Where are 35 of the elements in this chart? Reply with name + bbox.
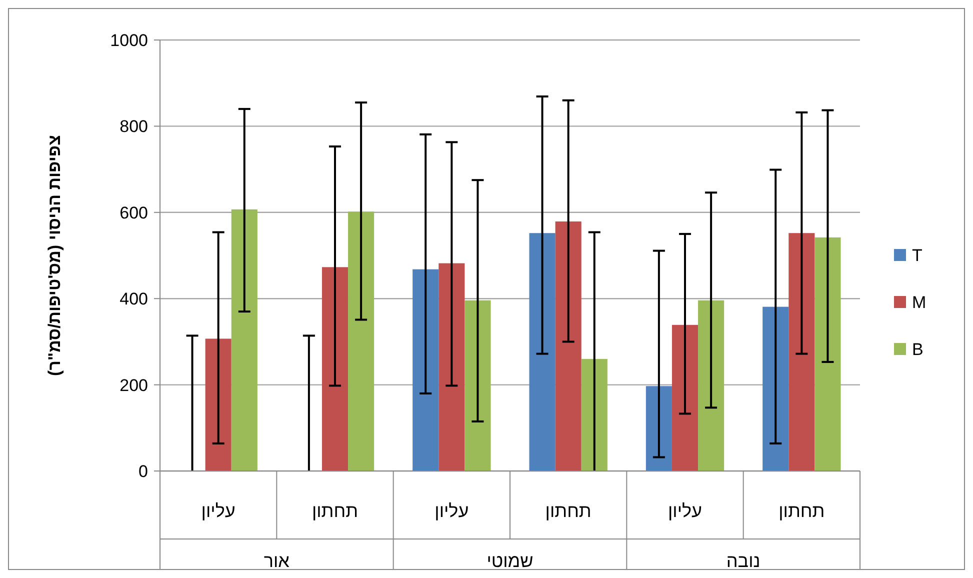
x-tick-label: עליון — [668, 501, 702, 521]
y-tick-label: 1000 — [110, 30, 148, 50]
y-axis-title: צפיפות הניסוי (מס'טיפות/סמ"ר) — [45, 135, 64, 376]
bar — [672, 324, 698, 471]
x-tick-label: תחתון — [312, 501, 358, 521]
bar — [788, 233, 815, 471]
bar — [555, 221, 582, 471]
y-tick-label: 0 — [138, 462, 148, 481]
x-tick-label: עליון — [434, 501, 469, 521]
legend-label: T — [912, 246, 922, 265]
legend-label: B — [912, 340, 924, 359]
bar — [412, 269, 439, 471]
bar — [581, 358, 608, 471]
y-tick-label: 600 — [120, 203, 148, 222]
bar — [438, 263, 465, 471]
y-tick-label: 800 — [120, 117, 148, 136]
text: שמוטי — [486, 551, 534, 571]
bar — [348, 212, 374, 471]
bar — [322, 267, 348, 471]
x-tick-label: תחתון — [545, 501, 592, 521]
bar — [698, 300, 724, 471]
text: אור — [264, 551, 290, 571]
bar — [529, 233, 556, 471]
x-tick-label: עליון — [201, 501, 236, 521]
bar — [762, 306, 789, 471]
bar — [205, 338, 232, 471]
y-tick-label: 200 — [120, 376, 148, 395]
x-tick-label: תחתון — [778, 501, 825, 521]
text: נובה — [726, 551, 760, 571]
legend-label: M — [912, 292, 926, 312]
bar — [231, 209, 258, 471]
bar — [464, 300, 491, 471]
bar — [646, 386, 672, 471]
y-tick-label: 400 — [120, 290, 148, 309]
bar — [814, 237, 841, 471]
